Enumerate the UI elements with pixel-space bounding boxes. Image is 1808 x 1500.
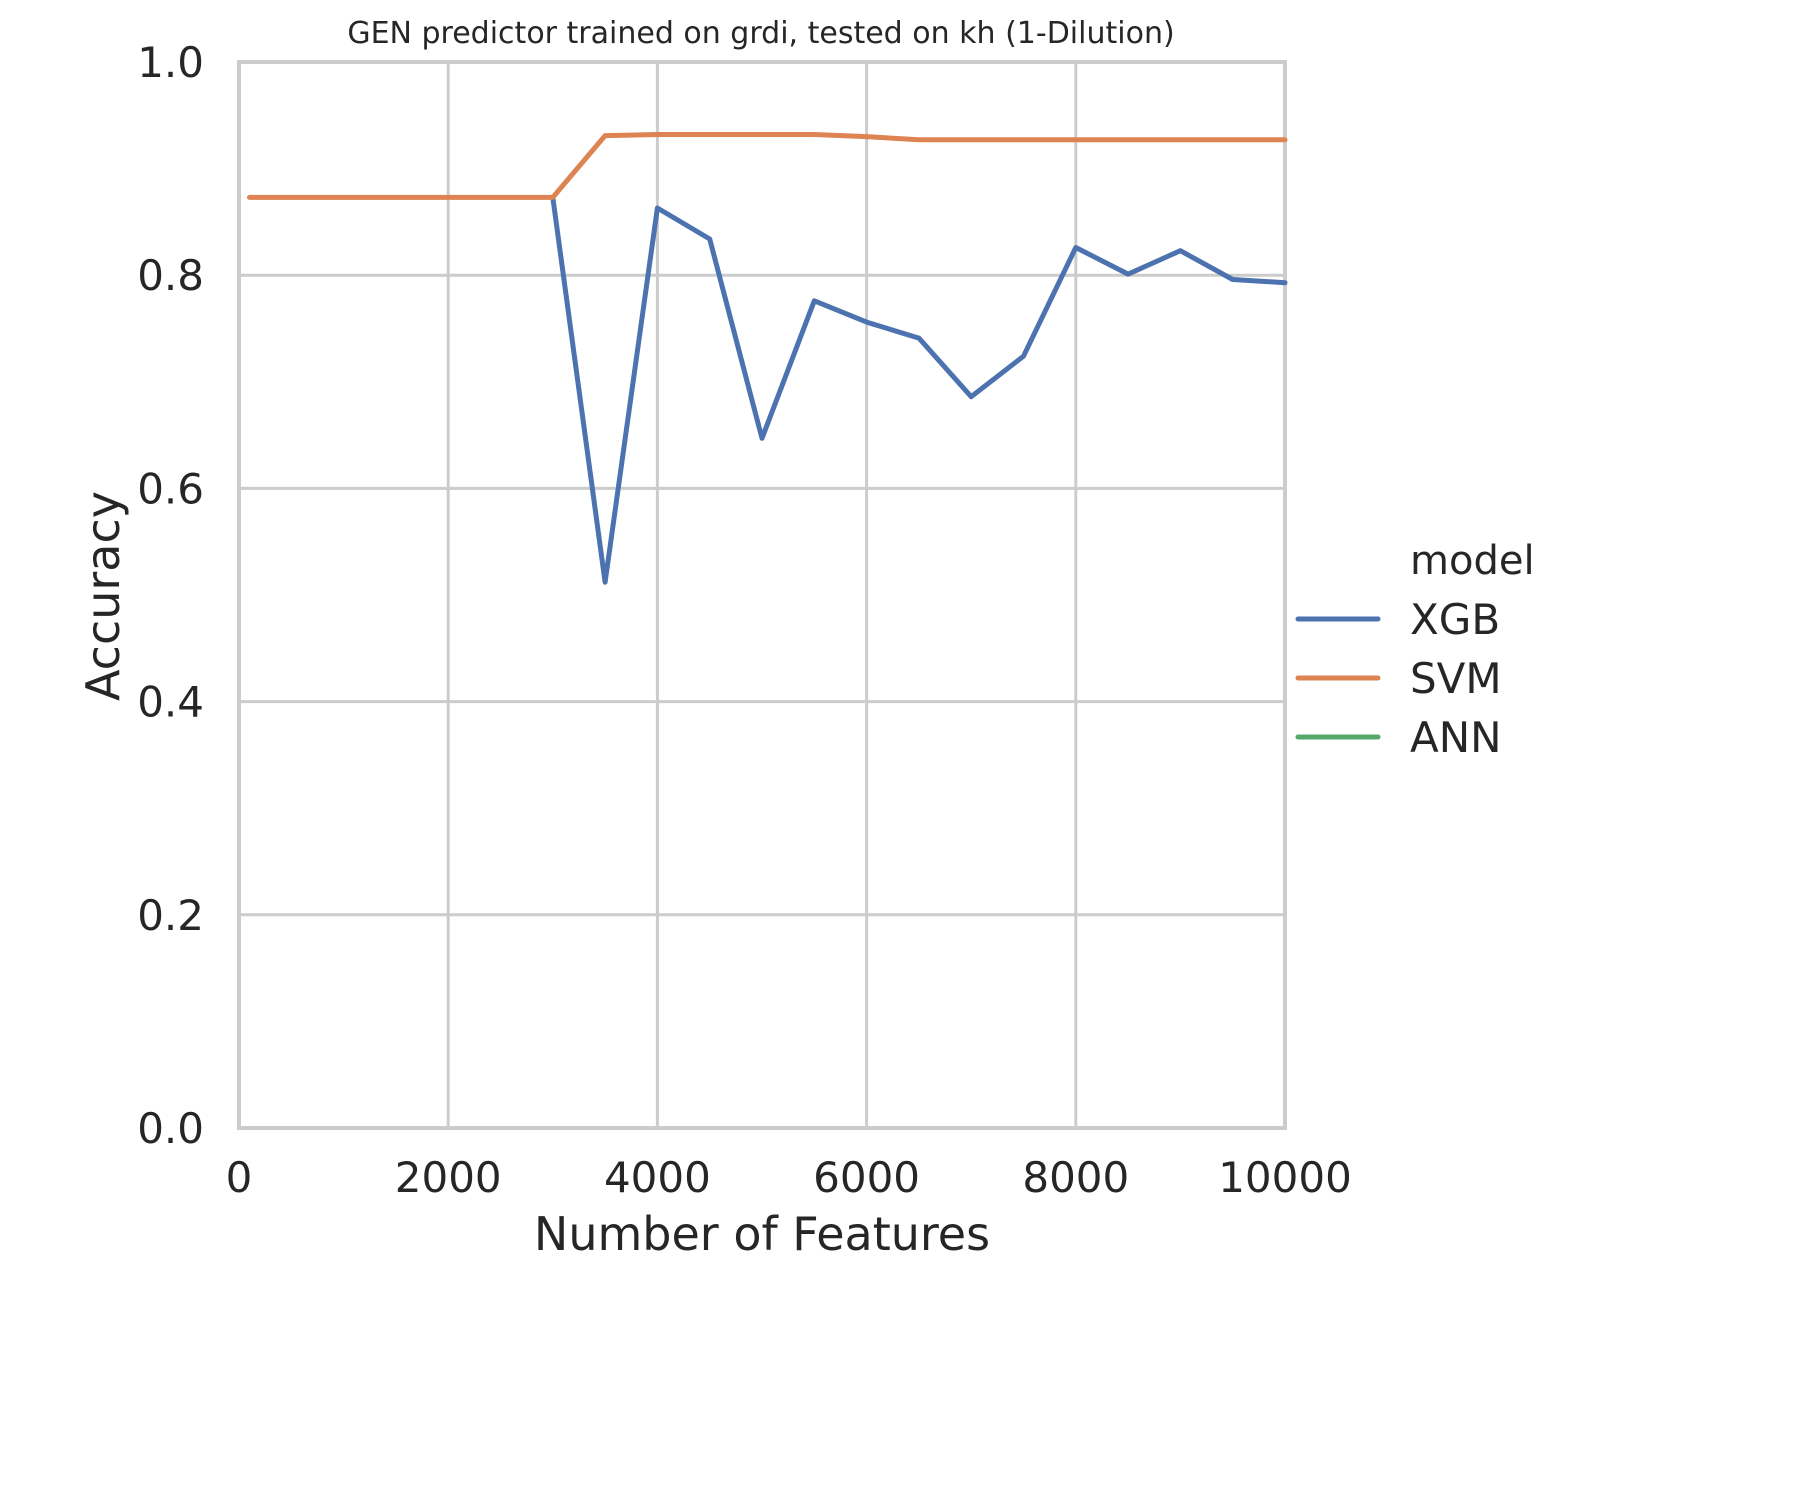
series-line-xgb — [550, 194, 1288, 585]
x-tick-label: 6000 — [813, 1153, 920, 1202]
legend-item-xgb: XGB — [1295, 595, 1500, 644]
y-tick-label: 0.6 — [137, 464, 204, 513]
legend-title: model — [1410, 538, 1535, 584]
chart-title: GEN predictor trained on grdi, tested on… — [347, 16, 1174, 51]
series-line-svm — [247, 132, 1288, 200]
y-tick-label: 0.4 — [137, 678, 204, 727]
legend-label: ANN — [1410, 713, 1502, 762]
y-tick-label: 1.0 — [137, 38, 204, 87]
y-tick-label: 0.8 — [137, 251, 204, 300]
y-tick-label: 0.2 — [137, 891, 204, 940]
legend-item-svm: SVM — [1295, 654, 1502, 703]
legend-label: SVM — [1410, 654, 1502, 703]
x-tick-label: 8000 — [1022, 1153, 1129, 1202]
tick-labels: 0 2000 4000 6000 8000 10000 0.0 0.2 0.4 0.6 0.8 1.0 — [137, 38, 1352, 1202]
x-axis-label: Number of Features — [534, 1207, 990, 1261]
x-tick-label: 0 — [226, 1153, 253, 1202]
y-axis-label: Accuracy — [76, 491, 130, 701]
x-tick-label: 4000 — [604, 1153, 711, 1202]
x-tick-label: 2000 — [395, 1153, 502, 1202]
grid — [237, 60, 1287, 1130]
legend: model XGB SVM ANN — [1295, 538, 1535, 762]
y-tick-label: 0.0 — [137, 1104, 204, 1153]
plot-frame — [237, 60, 1287, 1130]
legend-item-ann: ANN — [1295, 713, 1502, 762]
legend-label: XGB — [1410, 595, 1500, 644]
x-tick-label: 10000 — [1218, 1153, 1352, 1202]
series-layer — [247, 132, 1288, 585]
legend-entries: XGB SVM ANN — [1295, 595, 1502, 762]
